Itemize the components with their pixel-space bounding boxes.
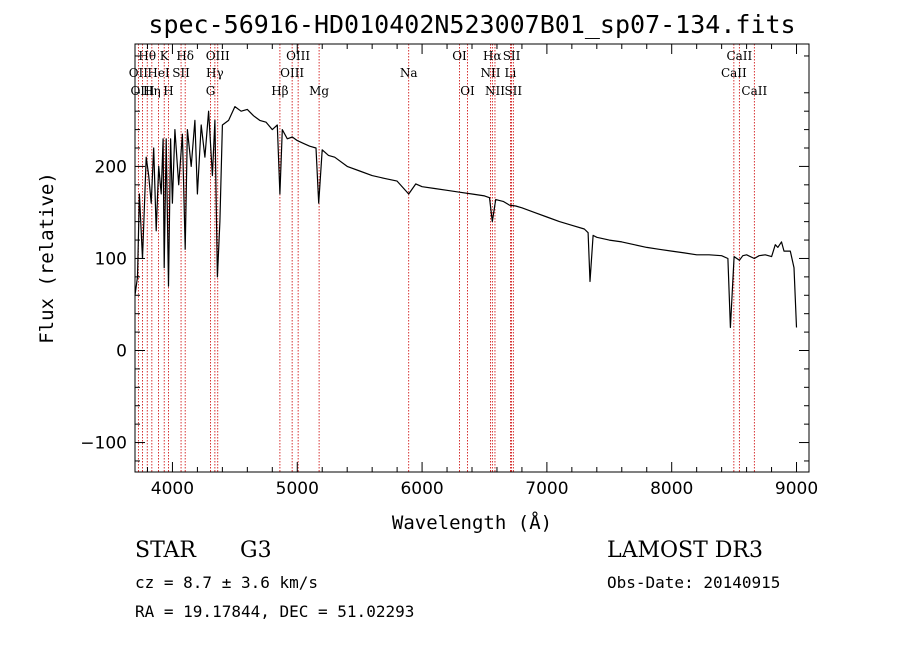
x-tick-label: 6000 (400, 479, 443, 499)
spectral-line-label: OIII (206, 49, 230, 63)
spectral-line-markers (137, 44, 755, 472)
ra-dec: RA = 19.17844, DEC = 51.02293 (135, 602, 415, 621)
spectral-line-label: CaII (726, 49, 752, 63)
flux-series-line (134, 105, 798, 329)
object-subclass: G3 (240, 538, 272, 563)
spectral-line-label: Hθ (138, 49, 156, 63)
spectral-line-label: SII (504, 84, 522, 98)
spectral-line-label: Hβ (271, 84, 288, 98)
y-tick-label: 100 (95, 249, 127, 269)
spectral-line-label: OI (452, 49, 467, 63)
spectral-line-label: Hγ (206, 66, 224, 80)
spectral-line-label: OI (460, 84, 475, 98)
object-class: STAR (135, 538, 196, 563)
y-tick-label: 0 (116, 342, 127, 362)
spectral-line-label: NII (480, 66, 500, 80)
x-tick-label: 4000 (151, 479, 194, 499)
x-axis-label: Wavelength (Å) (392, 511, 552, 534)
spectral-line-label: OII (129, 66, 149, 80)
x-tick-label: 8000 (650, 479, 693, 499)
spectral-line-label: Hη (143, 84, 161, 98)
chart-title: spec-56916-HD010402N523007B01_sp07-134.f… (148, 10, 795, 39)
spectral-line-label: OIII (280, 66, 304, 80)
spectral-line-label: Hδ (176, 49, 194, 63)
spectral-line-label: CaII (741, 84, 767, 98)
spectral-line-label: G (206, 84, 216, 98)
spectral-line-label: Na (400, 66, 418, 80)
spectral-line-label: OIII (286, 49, 310, 63)
x-tick-label: 5000 (276, 479, 319, 499)
spectral-line-label: SII (503, 49, 521, 63)
spectral-line-label: SII (172, 66, 190, 80)
spectral-line-label: NII (485, 84, 505, 98)
spectral-line-label: Li (505, 66, 517, 80)
y-tick-label: 200 (95, 157, 127, 177)
spectral-line-label: OIII (130, 84, 154, 98)
redshift-cz: cz = 8.7 ± 3.6 km/s (135, 573, 319, 592)
spectral-line-label: HeI (147, 66, 170, 80)
survey-name: LAMOST DR3 (607, 538, 763, 563)
y-axis-label: Flux (relative) (36, 172, 58, 344)
spectral-line-label: Mg (309, 84, 329, 98)
spectral-line-labels: Hθ OII OIII K HeI Hη Hδ SII H OIII Hγ G OIII OIII Hβ Mg… (129, 49, 768, 98)
spectral-line-label: K (160, 49, 170, 63)
spectral-line-label: H (163, 84, 173, 98)
spectral-line-label: Hα (483, 49, 502, 63)
spectral-line-label: CaII (721, 66, 747, 80)
axis-ticks: 4000 5000 6000 7000 8000 9000 −100 0 100 200 (80, 44, 818, 499)
x-tick-label: 9000 (775, 479, 818, 499)
y-tick-label: −100 (80, 434, 127, 454)
x-tick-label: 7000 (525, 479, 568, 499)
observation-date: Obs-Date: 20140915 (607, 573, 781, 592)
